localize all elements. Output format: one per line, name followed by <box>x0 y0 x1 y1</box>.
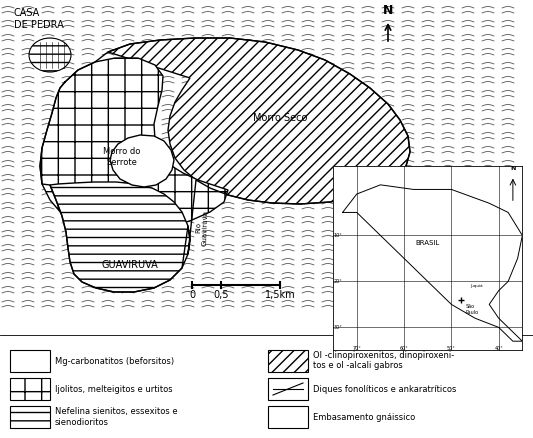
Text: Embasamento gnáissico: Embasamento gnáissico <box>313 413 415 421</box>
Text: 20°: 20° <box>333 279 342 284</box>
Text: Diques fonolíticos e ankaratríticos: Diques fonolíticos e ankaratríticos <box>313 385 456 393</box>
Polygon shape <box>40 58 228 236</box>
Text: 1,5km: 1,5km <box>265 290 295 300</box>
Text: 40°: 40° <box>494 346 503 351</box>
Text: 0: 0 <box>189 290 195 300</box>
Text: Juquiá: Juquiá <box>470 284 483 288</box>
Text: Ijolitos, melteigitos e urtitos: Ijolitos, melteigitos e urtitos <box>55 385 173 393</box>
Text: São
Paulo: São Paulo <box>466 304 479 315</box>
Polygon shape <box>108 38 410 204</box>
Text: GUAVIRUVA: GUAVIRUVA <box>102 260 158 270</box>
Text: N: N <box>383 4 393 17</box>
Text: Morro Seco: Morro Seco <box>253 113 307 123</box>
Text: Rio
Guaviruva: Rio Guaviruva <box>195 210 209 246</box>
Text: CASA
DE PEDRA: CASA DE PEDRA <box>14 8 64 30</box>
Text: 70°: 70° <box>352 346 361 351</box>
Polygon shape <box>110 135 174 187</box>
Text: 50°: 50° <box>447 346 456 351</box>
Text: Ol -clinopiroxenitos, dinopiroxeni-: Ol -clinopiroxenitos, dinopiroxeni- <box>313 352 454 360</box>
Text: Nefelina sienitos, essexitos e
sienodioritos: Nefelina sienitos, essexitos e sienodior… <box>55 407 177 427</box>
Polygon shape <box>50 182 190 292</box>
Text: tos e ol -alcali gabros: tos e ol -alcali gabros <box>313 361 403 371</box>
Bar <box>10 378 50 400</box>
Text: 60°: 60° <box>400 346 408 351</box>
Bar <box>268 406 308 428</box>
Polygon shape <box>343 185 522 341</box>
Text: BRASIL: BRASIL <box>416 240 440 246</box>
Bar <box>10 406 50 428</box>
Text: Mg-carbonatitos (beforsitos): Mg-carbonatitos (beforsitos) <box>55 357 174 365</box>
Text: Morro do
Serrote: Morro do Serrote <box>103 147 141 167</box>
Text: N: N <box>510 166 515 171</box>
Text: 0,5: 0,5 <box>213 290 229 300</box>
Text: 30°: 30° <box>333 325 342 330</box>
Bar <box>10 350 50 372</box>
Text: 10°: 10° <box>333 233 342 238</box>
Ellipse shape <box>29 38 71 72</box>
Bar <box>268 378 308 400</box>
Bar <box>268 350 308 372</box>
